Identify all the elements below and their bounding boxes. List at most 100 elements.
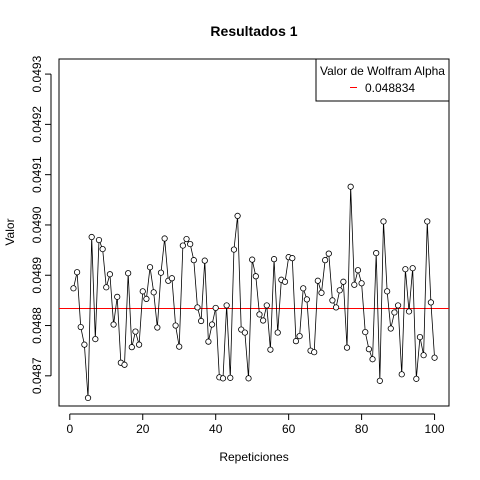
data-point <box>318 289 325 296</box>
data-point <box>416 333 424 341</box>
data-point <box>179 242 186 249</box>
data-point <box>110 321 117 328</box>
data-point <box>325 250 332 257</box>
data-point <box>125 270 132 277</box>
data-point <box>201 257 208 264</box>
data-point <box>402 266 409 273</box>
data-point <box>427 299 435 306</box>
data-point <box>256 311 263 318</box>
data-point <box>409 265 416 272</box>
data-point <box>176 343 183 350</box>
data-point <box>424 218 431 225</box>
plot-area <box>59 183 449 402</box>
data-point <box>219 375 227 382</box>
data-point <box>227 374 234 381</box>
data-point <box>296 332 303 340</box>
x-tick-label: 100 <box>425 422 445 436</box>
data-point <box>136 341 143 348</box>
data-point <box>212 304 219 312</box>
y-tick-label: 0.0489 <box>30 257 44 294</box>
data-point <box>354 267 362 274</box>
data-point <box>260 317 267 324</box>
data-point <box>241 329 248 336</box>
data-point <box>358 280 365 287</box>
data-point <box>263 302 270 309</box>
data-point <box>234 212 241 219</box>
y-tick-label: 0.0492 <box>30 106 44 143</box>
x-tick-label: 80 <box>355 422 369 436</box>
y-axis-label: Valor <box>3 218 17 245</box>
y-tick-label: 0.0493 <box>30 55 44 92</box>
data-point <box>384 288 391 295</box>
data-point <box>190 257 197 264</box>
data-point <box>391 309 398 316</box>
data-point <box>95 236 103 244</box>
data-point <box>114 293 121 300</box>
y-tick-label: 0.0487 <box>30 357 44 394</box>
data-point <box>365 346 372 353</box>
legend-entry-label: 0.048834 <box>365 81 415 95</box>
data-point <box>84 394 92 402</box>
data-point <box>303 296 310 303</box>
data-point <box>376 377 383 384</box>
data-point <box>413 375 420 382</box>
data-point <box>340 278 347 285</box>
data-point <box>267 346 274 353</box>
data-point <box>103 284 110 291</box>
data-point <box>73 269 81 276</box>
data-point <box>139 288 146 295</box>
y-axis: 0.0487 0.0488 0.0489 0.0490 0.0491 0.0492 0.04… <box>30 55 52 394</box>
data-point <box>336 287 343 294</box>
data-point <box>343 344 351 351</box>
data-point <box>146 264 154 271</box>
data-point <box>150 289 157 296</box>
data-point <box>332 304 340 311</box>
legend-box <box>315 58 450 102</box>
data-point <box>398 371 405 378</box>
legend: Valor de Wolfram Alpha 0.048834 <box>315 58 450 102</box>
data-point <box>92 336 99 343</box>
data-point <box>168 275 176 282</box>
data-point <box>329 297 336 304</box>
data-point <box>143 295 150 302</box>
data-point <box>88 233 95 241</box>
data-point <box>274 329 281 336</box>
chart-title: Resultados 1 <box>210 23 297 39</box>
data-point <box>300 285 307 292</box>
data-point <box>198 317 205 325</box>
data-point <box>81 341 88 348</box>
data-point <box>249 256 256 263</box>
data-point <box>281 278 289 285</box>
y-tick-label: 0.0490 <box>30 206 44 243</box>
series-line <box>73 186 435 398</box>
data-point <box>161 235 168 242</box>
data-point <box>230 246 238 253</box>
data-point <box>121 361 128 368</box>
x-axis-label: Repeticiones <box>219 450 288 464</box>
data-point <box>187 240 194 248</box>
data-point <box>70 285 77 292</box>
x-tick-label: 0 <box>66 422 73 436</box>
data-point <box>99 246 106 253</box>
data-point <box>223 302 230 309</box>
data-point <box>369 356 376 363</box>
data-point <box>387 325 394 332</box>
data-point <box>322 257 329 264</box>
data-point <box>292 338 300 345</box>
data-point <box>289 255 296 262</box>
data-point <box>205 338 212 345</box>
x-tick-label: 60 <box>282 422 296 436</box>
x-axis: 0 20 40 60 80 100 <box>66 413 445 436</box>
data-point <box>380 218 387 225</box>
data-point <box>351 281 358 288</box>
data-point <box>431 354 438 361</box>
data-point <box>270 256 278 263</box>
data-point <box>420 352 427 359</box>
data-point <box>77 323 84 331</box>
y-tick-label: 0.0488 <box>30 307 44 344</box>
data-point <box>183 235 190 243</box>
data-point <box>362 328 369 336</box>
x-tick-label: 40 <box>209 422 223 436</box>
data-point <box>245 375 252 382</box>
